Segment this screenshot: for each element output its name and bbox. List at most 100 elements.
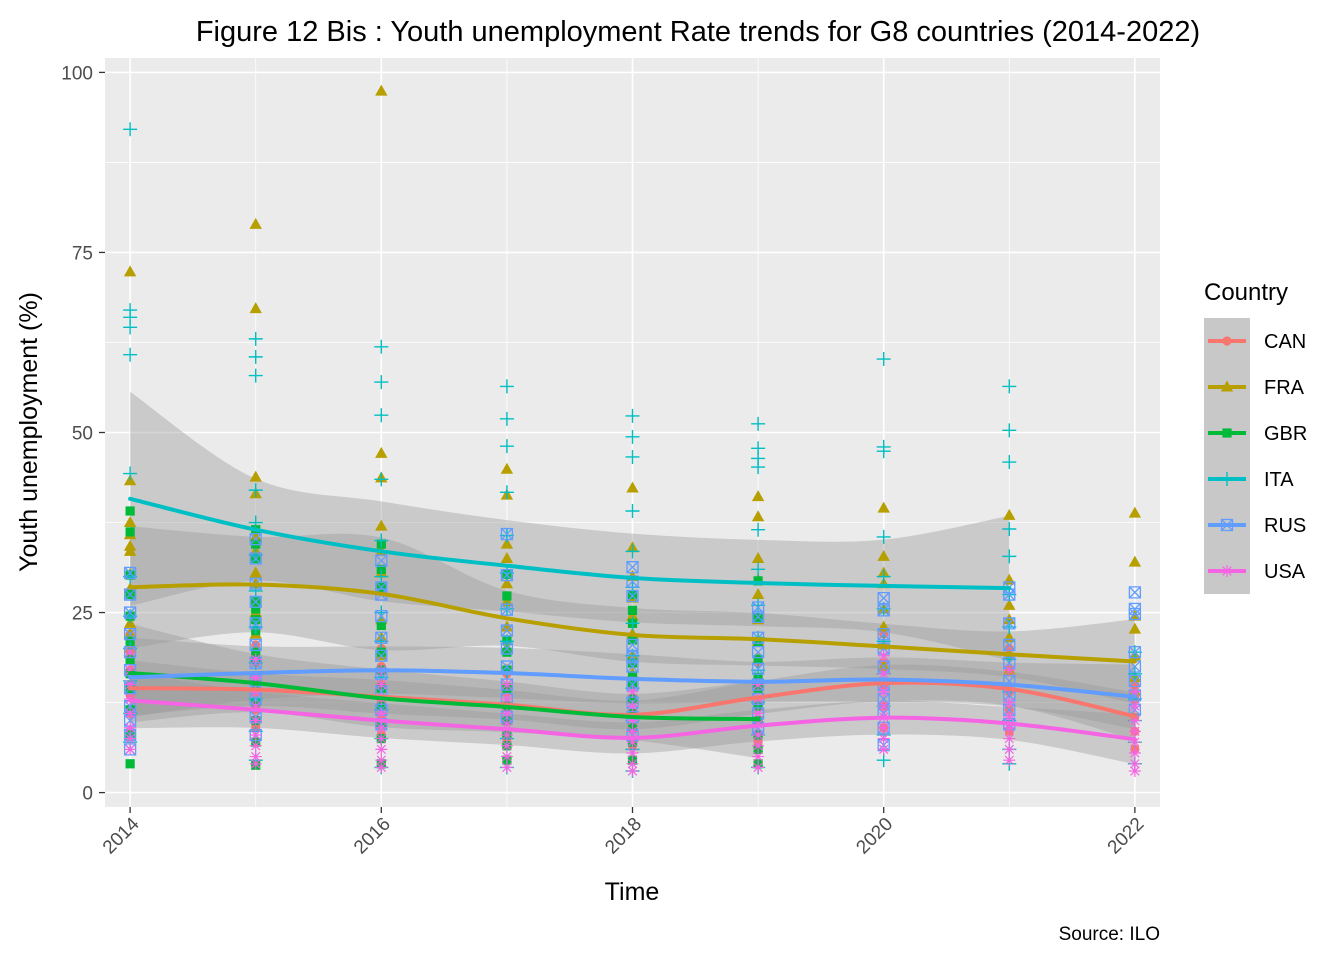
point-fra [1003, 598, 1016, 610]
point-rus [751, 610, 765, 624]
point-usa [249, 728, 262, 741]
y-tick-label: 75 [72, 243, 93, 264]
point-fra [877, 660, 890, 672]
point-fra [123, 544, 137, 556]
confidence-band-ita [130, 391, 1010, 661]
point-usa [375, 707, 388, 720]
point-fra [1003, 508, 1016, 520]
point-ita [499, 485, 514, 500]
point-fra [123, 516, 137, 528]
point-usa [500, 707, 513, 720]
point-ita [499, 411, 514, 426]
x-tick-label: 2020 [852, 814, 897, 859]
point-usa [1003, 710, 1016, 723]
point-ita [248, 483, 263, 498]
point-fra [1003, 613, 1016, 625]
point-usa [1128, 746, 1141, 759]
point-fra [751, 552, 765, 564]
legend-label-fra: FRA [1264, 377, 1305, 399]
point-gbr [627, 605, 638, 615]
legend-label-gbr: GBR [1264, 423, 1307, 445]
point-fra [877, 501, 890, 513]
point-ita [625, 544, 640, 559]
legend-label-usa: USA [1264, 561, 1306, 583]
point-usa [877, 649, 890, 662]
point-usa [249, 685, 262, 698]
point-gbr [627, 694, 638, 704]
point-ita [625, 429, 640, 444]
point-gbr [502, 591, 512, 601]
point-usa [1003, 721, 1016, 734]
point-ita [625, 408, 640, 423]
trend-line-can [128, 680, 1137, 719]
point-ita [374, 408, 389, 423]
point-usa [500, 750, 513, 763]
point-usa [1128, 757, 1141, 770]
point-ita [499, 379, 514, 394]
point-rus [1128, 674, 1142, 688]
point-ita [248, 331, 263, 346]
point-usa [249, 671, 262, 684]
point-usa [1128, 700, 1141, 713]
trend-line-usa [128, 698, 1137, 742]
point-usa [1128, 685, 1141, 698]
point-usa [752, 739, 765, 752]
point-rus [626, 660, 639, 673]
point-ita [248, 547, 263, 562]
point-gbr [627, 589, 638, 600]
point-rus [877, 604, 890, 617]
point-fra [249, 566, 262, 578]
legend-label-rus: RUS [1264, 515, 1306, 537]
point-gbr [376, 647, 386, 657]
point-fra [123, 265, 137, 277]
point-ita [374, 339, 389, 354]
point-rus [751, 646, 765, 659]
point-ita [499, 565, 514, 580]
point-fra [877, 549, 890, 561]
point-usa [752, 750, 765, 763]
point-rus [500, 603, 514, 616]
point-rus [626, 561, 639, 574]
confidence-band-gbr [130, 623, 759, 759]
point-usa [1003, 743, 1016, 756]
point-ita [625, 616, 640, 631]
point-gbr [753, 576, 763, 586]
point-fra [123, 627, 137, 639]
point-usa [124, 678, 137, 691]
point-rus [1003, 617, 1016, 630]
point-gbr [125, 636, 135, 646]
axis-ticks [99, 71, 1136, 813]
point-usa [249, 757, 262, 770]
x-axis-title: Time [605, 878, 660, 906]
y-tick-label: 25 [72, 604, 93, 625]
point-ita [1002, 379, 1017, 394]
point-fra [249, 530, 262, 542]
point-rus [1128, 586, 1142, 599]
point-usa [877, 700, 890, 713]
legend-key-marker-gbr [1222, 428, 1232, 438]
point-ita [374, 634, 389, 649]
point-gbr [251, 615, 261, 625]
trend-line-rus [128, 668, 1137, 699]
point-usa [1128, 736, 1141, 749]
point-usa [626, 746, 639, 759]
legend-key-marker-can [1222, 336, 1232, 346]
point-rus [123, 606, 137, 619]
trend-lines [128, 496, 1137, 742]
point-usa [877, 721, 890, 734]
point-ita [499, 439, 514, 454]
point-ita [876, 569, 891, 584]
point-usa [375, 732, 388, 745]
point-ita [1002, 455, 1017, 470]
point-usa [500, 728, 513, 741]
point-gbr [376, 620, 386, 631]
point-fra [751, 490, 765, 502]
point-ita [751, 416, 766, 431]
point-rus [375, 631, 388, 644]
point-usa [124, 646, 137, 659]
point-ita [248, 349, 263, 364]
point-fra [500, 577, 514, 589]
point-rus [877, 591, 890, 605]
